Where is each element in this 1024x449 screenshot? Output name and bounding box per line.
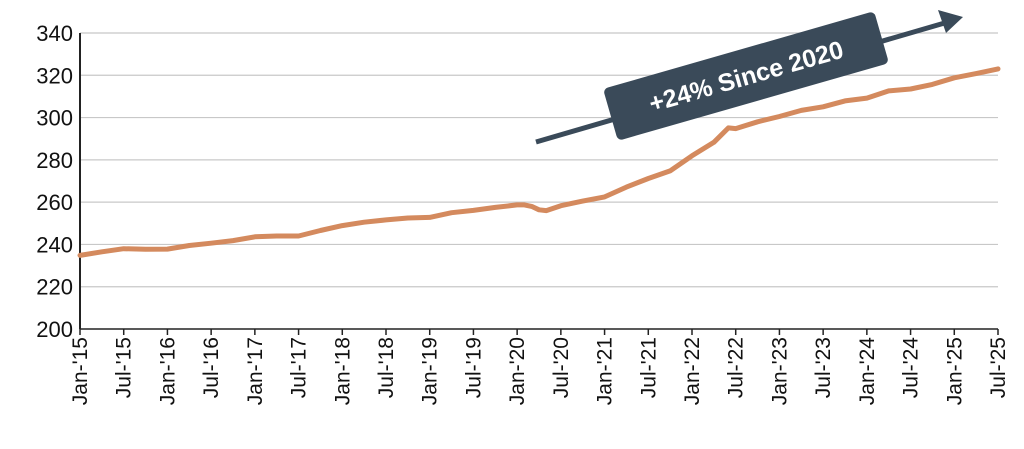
x-tick-label: Jul-'23 xyxy=(812,337,835,398)
x-tick-label: Jul-'22 xyxy=(725,337,748,398)
trend-arrow-head-icon xyxy=(938,10,963,33)
x-tick-label: Jul-'21 xyxy=(637,337,660,398)
x-tick-label: Jul-'19 xyxy=(462,337,485,398)
x-tick-label: Jul-'24 xyxy=(900,337,923,399)
x-tick-label: Jan-'18 xyxy=(331,337,354,405)
x-tick-label: Jan-'24 xyxy=(856,337,879,406)
x-tick-label: Jul-'20 xyxy=(550,337,573,398)
x-tick-label: Jul-'25 xyxy=(987,337,1010,398)
x-tick-label: Jan-'20 xyxy=(506,337,529,405)
x-tick-label: Jan-'15 xyxy=(69,337,92,405)
y-tick-label: 340 xyxy=(36,21,73,46)
x-tick-label: Jul-'15 xyxy=(113,337,136,398)
y-tick-label: 260 xyxy=(36,190,73,215)
callout-box xyxy=(604,12,888,140)
x-tick-label: Jan-'17 xyxy=(244,337,267,405)
y-tick-label: 240 xyxy=(36,232,73,257)
x-tick-label: Jan-'23 xyxy=(768,337,791,405)
y-tick-label: 220 xyxy=(36,275,73,300)
y-tick-label: 300 xyxy=(36,106,73,131)
x-tick-label: Jul-'18 xyxy=(375,337,398,398)
x-tick-label: Jan-'22 xyxy=(681,337,704,405)
x-tick-label: Jan-'16 xyxy=(156,337,179,405)
x-axis-ticks: Jan-'15 Jul-'15 Jan-'16 Jul-'16 Jan-'17 Jul-'… xyxy=(69,329,1010,405)
x-tick-label: Jul-'16 xyxy=(200,337,223,398)
y-tick-label: 280 xyxy=(36,148,73,173)
y-tick-label: 320 xyxy=(36,63,73,88)
x-tick-label: Jan-'19 xyxy=(419,337,442,405)
series-line xyxy=(77,66,1001,258)
x-tick-label: Jul-'17 xyxy=(288,337,311,398)
gridlines xyxy=(80,32,998,288)
x-tick-label: Jan-'21 xyxy=(594,337,617,405)
y-tick-label: 200 xyxy=(36,317,73,342)
y-axis-ticks: 200 220 240 260 280 300 320 340 xyxy=(36,21,73,342)
x-tick-label: Jan-'25 xyxy=(943,337,966,405)
